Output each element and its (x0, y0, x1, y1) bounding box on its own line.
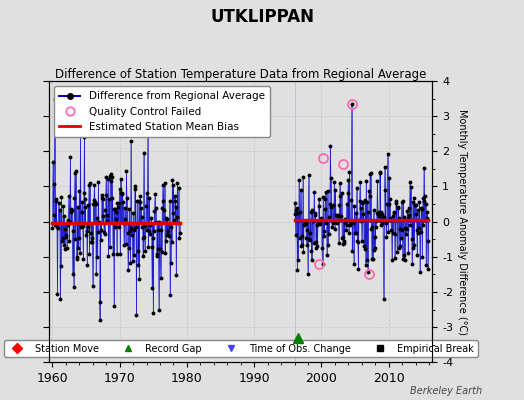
Text: Berkeley Earth: Berkeley Earth (410, 386, 482, 396)
Text: UTKLIPPAN: UTKLIPPAN (210, 8, 314, 26)
Legend: Station Move, Record Gap, Time of Obs. Change, Empirical Break: Station Move, Record Gap, Time of Obs. C… (4, 340, 478, 358)
Title: Difference of Station Temperature Data from Regional Average: Difference of Station Temperature Data f… (55, 68, 427, 81)
Y-axis label: Monthly Temperature Anomaly Difference (°C): Monthly Temperature Anomaly Difference (… (457, 109, 467, 335)
